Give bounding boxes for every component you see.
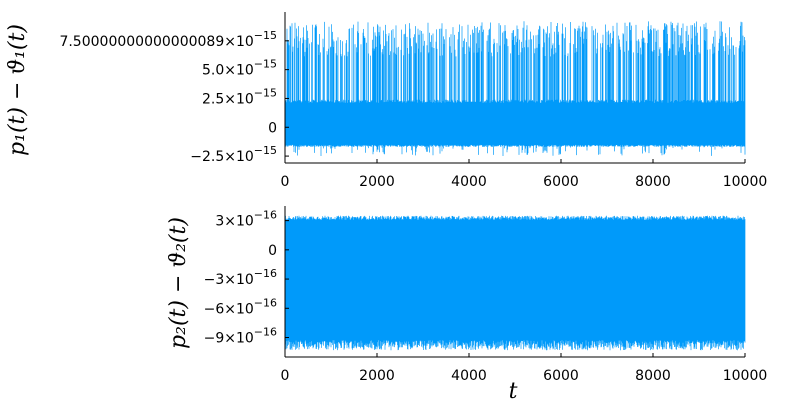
x-tick-label: 4000 [451, 368, 487, 384]
y-tick-label: −3×10−16 [204, 267, 277, 288]
panel-1-y-axis-label: p₁(t) − ϑ₁(t) [5, 24, 30, 156]
panel-1: 0 2000 4000 6000 8000 10000 −2.5×10−1502.5×10… [5, 12, 767, 190]
series-line [284, 215, 746, 351]
y-tick-label: −6×10−16 [204, 296, 277, 317]
series-2-trace [284, 215, 746, 351]
panel-2-y-ticks: −9×10−16 −6×10−16 −3×10−16 0 3×10−16 [204, 209, 289, 347]
x-tick-label: 4000 [451, 174, 487, 190]
series-1-trace [284, 21, 746, 156]
series-line [284, 21, 746, 156]
x-tick-label: 0 [281, 368, 290, 384]
x-tick-label: 6000 [543, 174, 579, 190]
x-tick-label: 2000 [359, 174, 395, 190]
y-tick-label: 0 [268, 120, 277, 136]
y-tick-label: 7.50000000000000089×10−15 [59, 29, 277, 50]
panel-2-y-axis-label: p₂(t) − ϑ₂(t) [166, 217, 191, 349]
x-tick-label: 6000 [543, 368, 579, 384]
y-tick-label: −9×10−16 [204, 326, 277, 347]
y-tick-label: 5.0×10−15 [202, 58, 277, 79]
x-tick-label: 0 [281, 174, 290, 190]
y-tick-label: 0 [268, 243, 277, 259]
x-tick-label: 10000 [723, 174, 768, 190]
panel-1-y-ticks: −2.5×10−15 0 2.5×10−15 5.0×10−15 7.500000000… [59, 29, 289, 165]
x-tick-label: 10000 [723, 368, 768, 384]
panel-2-x-ticks: 0 2000 4000 6000 8000 10000 [281, 353, 768, 384]
y-tick-label: 2.5×10−15 [202, 86, 277, 107]
x-tick-label: 8000 [635, 368, 671, 384]
panel-2: 0 2000 4000 6000 8000 10000 −9×10−16−6×10−16−… [166, 206, 767, 400]
y-tick-label: −2.5×10−15 [190, 144, 277, 165]
x-tick-label: 8000 [635, 174, 671, 190]
y-tick-label: 3×10−16 [215, 209, 277, 230]
panel-1-x-ticks: 0 2000 4000 6000 8000 10000 [281, 159, 768, 190]
panel-2-x-axis-label: t [509, 379, 518, 400]
x-tick-label: 2000 [359, 368, 395, 384]
